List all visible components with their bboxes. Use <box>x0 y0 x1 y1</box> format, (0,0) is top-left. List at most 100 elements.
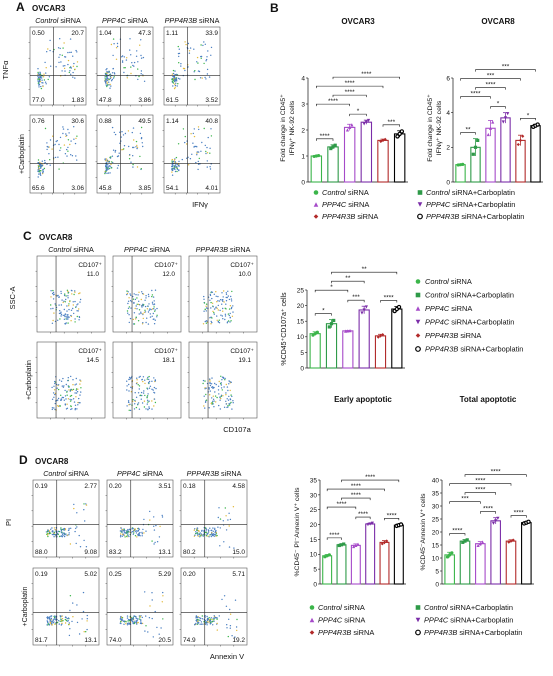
y-tick-label: 5 <box>435 568 439 575</box>
event-dot <box>71 293 73 295</box>
event-dot <box>180 63 182 65</box>
event-dot <box>50 296 52 298</box>
event-dot <box>81 618 83 620</box>
event-dot <box>205 400 207 402</box>
data-point <box>488 126 493 130</box>
event-dot <box>74 392 76 394</box>
event-dot <box>223 595 226 597</box>
event-dot <box>144 311 147 313</box>
event-dot <box>210 621 212 623</box>
event-dot <box>74 291 76 293</box>
event-dot <box>195 532 197 535</box>
event-dot <box>122 134 125 136</box>
event-dot <box>122 534 125 536</box>
event-dot <box>58 379 61 381</box>
event-dot <box>135 622 137 624</box>
event-dot <box>64 389 66 392</box>
event-dot <box>63 527 66 530</box>
event-dot <box>147 323 150 325</box>
event-dot <box>218 393 220 395</box>
event-dot <box>209 382 211 385</box>
significance-bracket <box>382 124 400 127</box>
event-dot <box>51 292 54 295</box>
label-rest: siRNA <box>351 628 374 637</box>
event-dot <box>135 616 137 618</box>
event-dot <box>177 143 180 145</box>
label-italic: PPP4R3B <box>425 331 458 340</box>
event-dot <box>128 623 130 625</box>
event-dot <box>149 313 151 315</box>
event-dot <box>55 140 57 143</box>
event-dot <box>200 535 202 537</box>
event-dot <box>209 168 212 170</box>
event-dot <box>141 531 143 534</box>
event-dot <box>135 140 138 143</box>
event-dot <box>136 144 138 147</box>
y-tick-label: 40 <box>432 477 440 484</box>
event-dot <box>37 78 39 81</box>
event-dot <box>139 618 141 620</box>
bar <box>515 139 526 183</box>
label-rest: siRNA <box>58 16 81 25</box>
event-dot <box>131 619 133 621</box>
event-dot <box>67 379 69 382</box>
significance-label: **** <box>483 506 494 513</box>
event-dot <box>39 164 42 166</box>
event-dot <box>227 405 229 407</box>
event-dot <box>162 595 164 597</box>
event-dot <box>198 533 200 535</box>
event-dot <box>199 536 201 538</box>
event-dot <box>230 295 232 298</box>
event-dot <box>66 305 68 307</box>
event-dot <box>138 300 140 302</box>
data-point <box>496 516 500 520</box>
event-dot <box>68 303 70 305</box>
event-dot <box>127 532 129 534</box>
event-dot <box>142 56 145 59</box>
y-axis-label: %CD45⁻Annexin V⁺ cells <box>420 493 427 571</box>
event-dot <box>148 400 150 402</box>
event-dot <box>84 520 86 522</box>
event-dot <box>37 82 40 84</box>
event-dot <box>205 307 208 309</box>
y-axis-label: IFNγ⁺ NK-92 cells <box>436 100 443 155</box>
event-dot <box>42 85 44 88</box>
event-dot <box>115 47 118 49</box>
event-dot <box>202 623 204 625</box>
event-dot <box>54 380 56 383</box>
event-dot <box>153 318 155 320</box>
event-dot <box>128 390 130 392</box>
bar <box>309 333 321 369</box>
event-dot <box>53 536 55 538</box>
event-dot <box>60 394 62 396</box>
event-dot <box>69 395 72 397</box>
event-dot <box>72 388 75 391</box>
event-dot <box>37 176 39 178</box>
significance-bracket <box>314 289 349 293</box>
event-dot <box>78 534 80 537</box>
event-dot <box>171 168 173 170</box>
event-dot <box>133 323 136 325</box>
event-dot <box>142 313 144 315</box>
quadrant-value: 0.50 <box>32 30 45 37</box>
event-dot <box>56 140 58 142</box>
data-point <box>399 129 405 134</box>
event-dot <box>202 44 204 47</box>
event-dot <box>55 617 57 619</box>
event-dot <box>125 623 127 625</box>
event-dot <box>59 149 61 152</box>
event-dot <box>231 315 234 317</box>
event-dot <box>43 79 46 81</box>
data-point <box>383 137 387 141</box>
event-dot <box>136 308 138 310</box>
event-dot <box>196 527 198 529</box>
event-dot <box>46 616 48 619</box>
event-dot <box>138 376 140 378</box>
event-dot <box>76 391 79 393</box>
event-dot <box>66 618 68 620</box>
legend-label: Control siRNA <box>318 603 365 612</box>
event-dot <box>77 401 79 404</box>
event-dot <box>195 622 197 625</box>
data-point <box>333 143 337 147</box>
event-dot <box>68 132 70 134</box>
